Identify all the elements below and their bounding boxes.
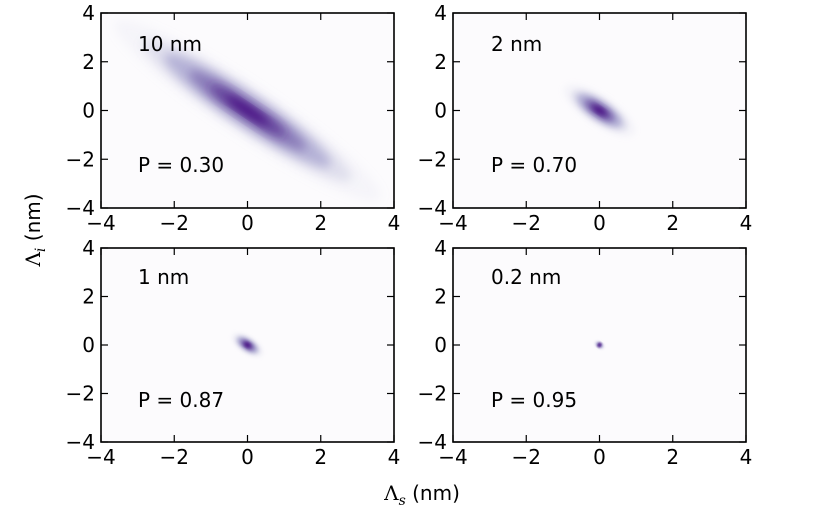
jsi-blob <box>563 83 636 138</box>
x-tick-label: 4 <box>388 445 401 469</box>
x-tick-label: −4 <box>86 445 115 469</box>
x-tick-label: −2 <box>512 211 541 235</box>
jsi-blob <box>114 19 381 202</box>
x-tick-label: 0 <box>593 445 606 469</box>
x-tick-label: −4 <box>438 211 467 235</box>
y-tick-label: 4 <box>434 236 447 260</box>
density-contour <box>244 342 251 348</box>
density-contour <box>593 106 606 115</box>
panel-purity-label: P = 0.70 <box>491 153 577 177</box>
panel-purity-label: P = 0.95 <box>491 388 577 412</box>
y-tick-label: −2 <box>418 147 447 171</box>
x-tick-label: 4 <box>740 445 753 469</box>
y-tick-label: 0 <box>434 333 447 357</box>
y-tick-label: 0 <box>82 333 95 357</box>
x-tick-label: 4 <box>740 211 753 235</box>
panel-4: −4−4 −2 −2 0 0 2 2 4 4 0.2 nm P = 0.95 <box>418 236 753 469</box>
y-tick-label: −4 <box>418 430 447 454</box>
x-tick-label: 0 <box>241 445 254 469</box>
y-tick-label: 2 <box>82 50 95 74</box>
panel-purity-label: P = 0.87 <box>138 388 224 412</box>
y-tick-label: −4 <box>66 196 95 220</box>
y-tick-label: 0 <box>434 99 447 123</box>
x-tick-label: 0 <box>241 211 254 235</box>
density-contour <box>226 96 269 125</box>
y-tick-label: 2 <box>434 285 447 309</box>
y-tick-label: 2 <box>82 285 95 309</box>
y-tick-label: 4 <box>82 236 95 260</box>
x-tick-label: −2 <box>160 211 189 235</box>
x-axis-label: Λs (nm) <box>383 481 460 509</box>
x-tick-label: 2 <box>666 445 679 469</box>
x-tick-label: 2 <box>314 211 327 235</box>
panel-bandwidth-label: 1 nm <box>138 265 189 289</box>
panel-1: −4−4 −2 −2 0 0 2 2 4 4 10 nm P = 0.30 <box>66 1 401 235</box>
panel-purity-label: P = 0.30 <box>138 153 224 177</box>
density-contour <box>598 343 601 347</box>
x-tick-label: −2 <box>160 445 189 469</box>
jsi-blob <box>230 332 265 358</box>
x-tick-label: 4 <box>388 211 401 235</box>
x-tick-label: 2 <box>666 211 679 235</box>
panel-bandwidth-label: 0.2 nm <box>491 265 561 289</box>
y-tick-label: 0 <box>82 99 95 123</box>
y-tick-label: 4 <box>82 1 95 25</box>
y-tick-label: −4 <box>418 196 447 220</box>
y-tick-label: −2 <box>418 382 447 406</box>
x-tick-label: −2 <box>512 445 541 469</box>
x-tick-label: −4 <box>438 445 467 469</box>
y-axis-label: Λi (nm) <box>21 193 49 267</box>
x-tick-label: 0 <box>593 211 606 235</box>
jsi-blob <box>594 340 605 350</box>
y-tick-label: −2 <box>66 382 95 406</box>
x-tick-label: 2 <box>314 445 327 469</box>
x-tick-label: −4 <box>86 211 115 235</box>
y-tick-label: 2 <box>434 50 447 74</box>
panel-bandwidth-label: 10 nm <box>138 32 202 56</box>
panel-2: −4−4 −2 −2 0 0 2 2 4 4 2 nm P = 0.70 <box>418 1 753 235</box>
y-tick-label: 4 <box>434 1 447 25</box>
y-tick-label: −2 <box>66 147 95 171</box>
panel-3: −4−4 −2 −2 0 0 2 2 4 4 1 nm P = 0.87 <box>66 236 401 469</box>
y-tick-label: −4 <box>66 430 95 454</box>
panel-bandwidth-label: 2 nm <box>491 32 542 56</box>
